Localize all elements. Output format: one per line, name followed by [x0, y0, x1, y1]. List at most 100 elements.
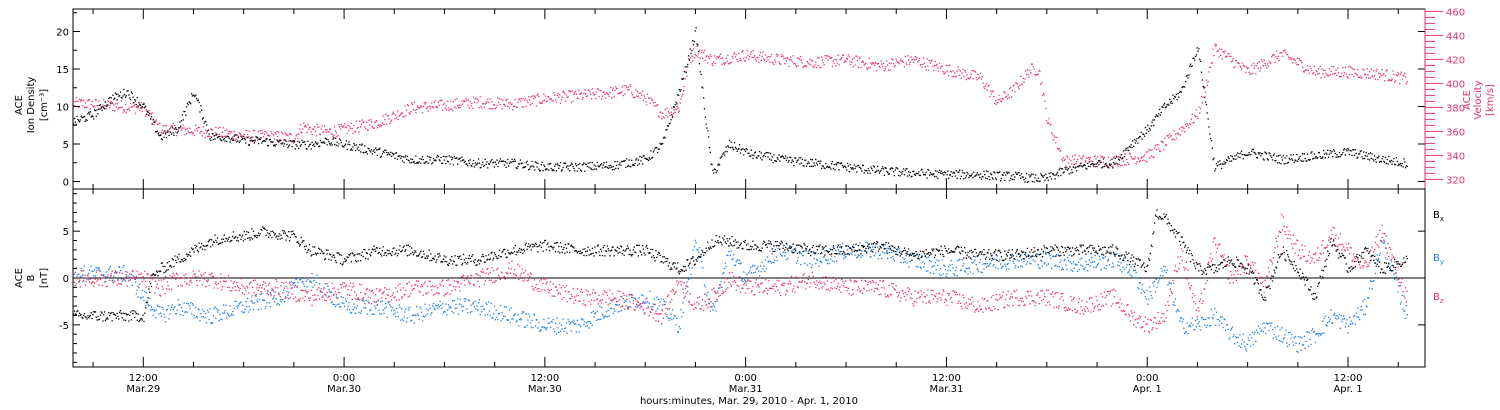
velocity-point	[785, 60, 788, 62]
velocity-point	[1229, 55, 1231, 57]
density-point	[1219, 160, 1221, 162]
velocity-point	[1230, 60, 1233, 63]
velocity-point	[864, 63, 866, 65]
by-point	[677, 331, 680, 333]
by-point	[1276, 325, 1279, 327]
velocity-point	[1183, 127, 1185, 130]
velocity-point	[572, 100, 574, 102]
velocity-point	[1396, 75, 1398, 77]
by-point	[780, 255, 783, 257]
density-point	[300, 144, 302, 146]
velocity-point	[690, 61, 692, 64]
by-point	[974, 259, 976, 261]
density-point	[1261, 153, 1264, 155]
by-point	[430, 313, 432, 316]
density-point	[1061, 168, 1063, 170]
density-point	[589, 161, 591, 164]
velocity-point	[154, 120, 156, 122]
velocity-point	[896, 60, 898, 62]
by-point	[89, 278, 91, 280]
density-point	[590, 168, 593, 170]
velocity-point	[1365, 77, 1367, 79]
velocity-point	[785, 57, 787, 60]
density-point	[491, 158, 493, 161]
density-point	[201, 118, 204, 120]
density-point	[475, 164, 477, 166]
b-tick-label: -5	[59, 321, 69, 332]
by-point	[719, 283, 721, 286]
by-point	[503, 315, 505, 317]
velocity-point	[1294, 59, 1296, 62]
density-point	[694, 30, 696, 32]
density-point	[486, 161, 488, 163]
velocity-point	[951, 76, 953, 78]
density-point	[993, 171, 995, 173]
density-point	[595, 165, 597, 167]
by-point	[1385, 247, 1387, 249]
density-point	[1240, 150, 1243, 152]
by-point	[119, 270, 122, 272]
by-point	[1243, 341, 1245, 343]
density-point	[459, 157, 461, 159]
density-point	[1100, 161, 1102, 163]
density-point	[1221, 163, 1223, 165]
by-point	[526, 324, 528, 327]
density-point	[1267, 159, 1269, 161]
by-point	[321, 291, 323, 294]
velocity-point	[458, 104, 460, 106]
by-point	[670, 313, 672, 315]
velocity-point	[116, 103, 118, 105]
velocity-point	[1228, 53, 1230, 55]
by-point	[391, 307, 394, 309]
velocity-point	[261, 129, 263, 131]
density-point	[1198, 48, 1200, 50]
velocity-point	[903, 66, 906, 68]
density-point	[1094, 166, 1096, 168]
by-point	[761, 261, 763, 263]
by-point	[715, 310, 717, 312]
density-point	[884, 166, 886, 169]
density-point	[546, 168, 548, 171]
by-point	[1013, 262, 1015, 264]
density-point	[197, 99, 199, 101]
velocity-point	[1264, 62, 1266, 64]
velocity-point	[961, 72, 963, 74]
by-point	[253, 302, 255, 304]
density-point	[1051, 173, 1054, 175]
density-point	[549, 163, 551, 165]
density-point	[280, 143, 282, 145]
density-point	[1056, 173, 1058, 175]
by-point	[203, 310, 205, 312]
density-point	[935, 176, 937, 178]
by-point	[207, 311, 209, 313]
by-point	[88, 272, 90, 275]
velocity-point	[147, 114, 149, 116]
velocity-point	[1108, 164, 1111, 166]
by-point	[894, 247, 896, 249]
velocity-point	[907, 55, 909, 57]
by-point	[291, 287, 293, 289]
density-point	[413, 161, 415, 163]
density-point	[222, 139, 225, 141]
velocity-point	[580, 92, 582, 94]
velocity-point	[723, 62, 725, 64]
velocity-point	[590, 98, 593, 100]
density-point	[1271, 156, 1273, 159]
by-point	[724, 262, 726, 264]
by-point	[1245, 348, 1247, 350]
velocity-point	[145, 109, 148, 111]
by-point	[1143, 292, 1146, 294]
by-point	[1287, 332, 1290, 334]
density-point	[1194, 59, 1196, 61]
density-point	[875, 171, 877, 173]
density-point	[977, 174, 979, 176]
velocity-point	[673, 109, 675, 111]
by-point	[1106, 264, 1108, 267]
velocity-point	[406, 109, 408, 111]
by-point	[1328, 320, 1331, 322]
velocity-point	[672, 115, 674, 117]
density-point	[437, 156, 440, 158]
by-point	[580, 326, 582, 328]
by-point	[1261, 323, 1264, 325]
velocity-point	[941, 65, 943, 67]
